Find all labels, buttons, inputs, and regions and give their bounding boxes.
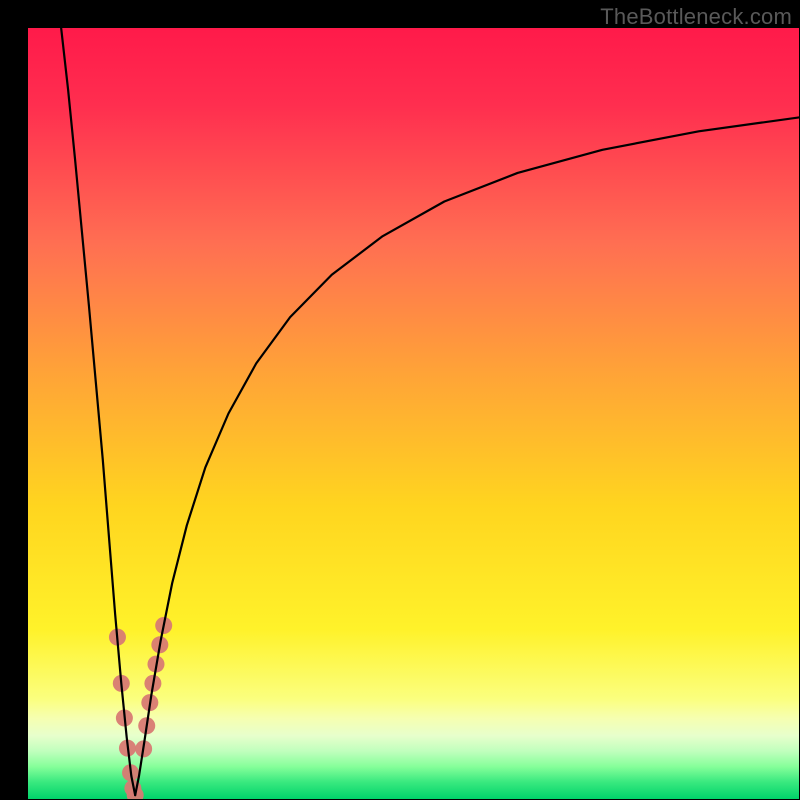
watermark-label: TheBottleneck.com (600, 4, 792, 30)
plot-svg (28, 28, 799, 799)
plot-area (28, 28, 799, 799)
chart-frame: TheBottleneck.com (0, 0, 800, 800)
gradient-background (28, 28, 799, 799)
